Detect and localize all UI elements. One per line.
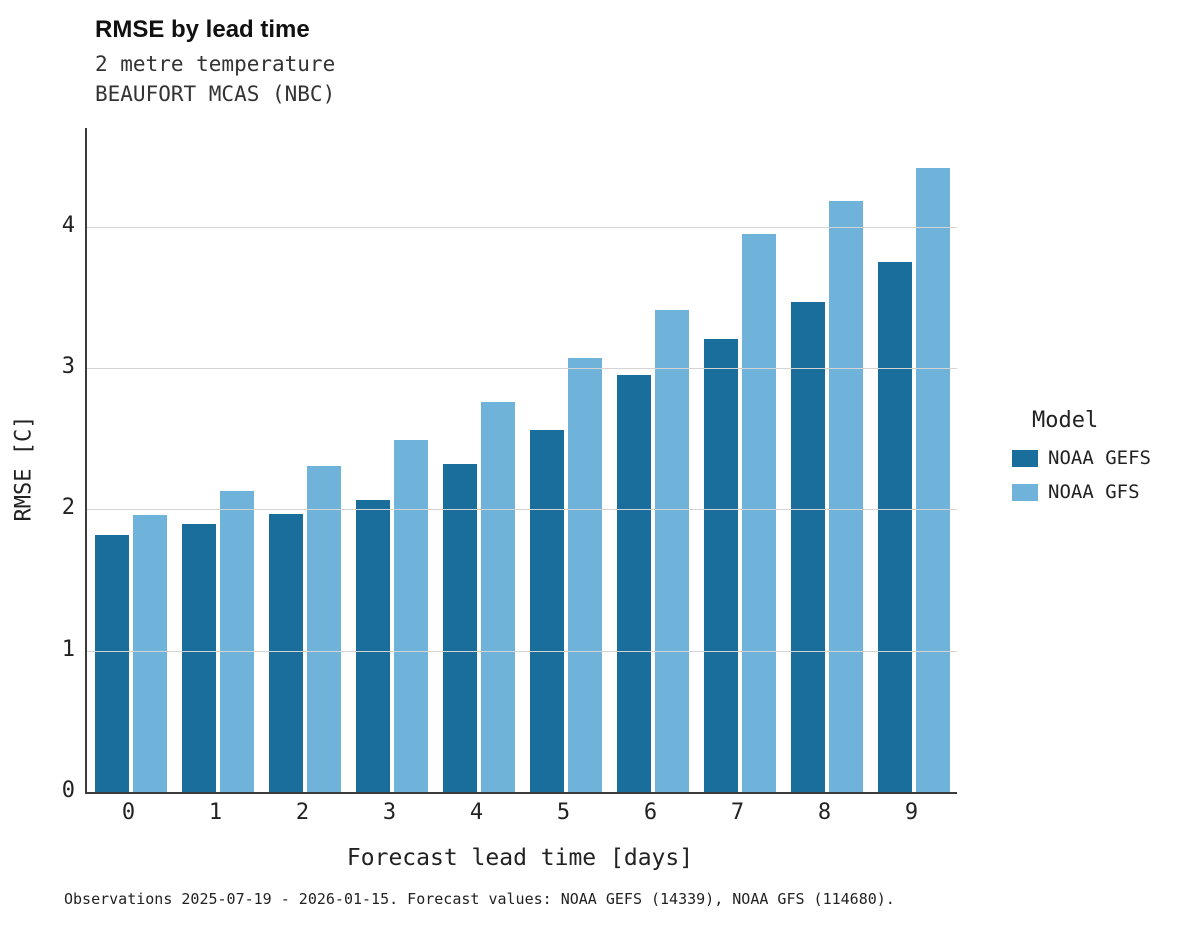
- y-tick-label-4: 4: [61, 212, 75, 238]
- bar-noaa-gefs-day-4: [442, 464, 477, 792]
- bar-noaa-gefs-day-5: [529, 430, 564, 792]
- x-tick-label-6: 6: [643, 800, 658, 825]
- x-tick-label-1: 1: [208, 800, 223, 825]
- bar-group-day-1: [174, 128, 261, 792]
- chart-title: RMSE by lead time: [95, 16, 310, 43]
- legend-item-noaa-gfs: NOAA GFS: [1012, 481, 1151, 503]
- bar-noaa-gfs-day-6: [654, 310, 689, 792]
- gridline-y-1: [87, 650, 957, 652]
- legend-label: NOAA GEFS: [1048, 447, 1151, 469]
- bars-container: [87, 128, 957, 792]
- gridline-y-2: [87, 509, 957, 511]
- y-tick-label-2: 2: [61, 495, 75, 521]
- bar-group-day-3: [348, 128, 435, 792]
- legend-swatch-noaa-gefs: [1012, 449, 1038, 467]
- bar-noaa-gefs-day-8: [790, 301, 825, 792]
- bar-noaa-gefs-day-0: [94, 534, 129, 792]
- legend-swatch-noaa-gfs: [1012, 483, 1038, 501]
- x-tick-label-2: 2: [295, 800, 310, 825]
- bar-group-day-7: [696, 128, 783, 792]
- bar-noaa-gfs-day-1: [219, 491, 254, 792]
- x-axis-label: Forecast lead time [days]: [346, 845, 694, 871]
- x-tick-label-7: 7: [730, 800, 745, 825]
- bar-noaa-gefs-day-6: [616, 375, 651, 792]
- bar-noaa-gfs-day-7: [741, 233, 776, 792]
- chart-subtitle-variable: 2 metre temperature: [95, 52, 336, 76]
- legend-title: Model: [1032, 408, 1099, 433]
- x-tick-row: 0 1 2 3 4 5 6 7 8 9: [85, 800, 955, 825]
- bar-noaa-gefs-day-7: [703, 338, 738, 792]
- bar-noaa-gfs-day-9: [915, 167, 950, 792]
- x-tick-label-0: 0: [121, 800, 136, 825]
- y-axis-label: RMSE [C]: [11, 415, 37, 522]
- bar-group-day-0: [87, 128, 174, 792]
- bar-group-day-2: [261, 128, 348, 792]
- x-tick-label-3: 3: [382, 800, 397, 825]
- legend-items: NOAA GEFS NOAA GFS: [1012, 447, 1151, 503]
- bar-noaa-gefs-day-3: [355, 499, 390, 792]
- legend-item-noaa-gefs: NOAA GEFS: [1012, 447, 1151, 469]
- legend-label: NOAA GFS: [1048, 481, 1140, 503]
- bar-noaa-gfs-day-0: [132, 515, 167, 792]
- bar-noaa-gefs-day-1: [181, 523, 216, 792]
- x-tick-label-8: 8: [817, 800, 832, 825]
- bar-noaa-gefs-day-2: [268, 513, 303, 792]
- x-tick-label-9: 9: [904, 800, 919, 825]
- y-tick-label-3: 3: [61, 354, 75, 380]
- x-tick-label-4: 4: [469, 800, 484, 825]
- bar-noaa-gfs-day-8: [828, 201, 863, 792]
- x-tick-label-5: 5: [556, 800, 571, 825]
- bar-group-day-4: [435, 128, 522, 792]
- bar-group-day-9: [870, 128, 957, 792]
- bar-noaa-gfs-day-2: [306, 465, 341, 792]
- bar-group-day-8: [783, 128, 870, 792]
- bar-noaa-gfs-day-3: [393, 440, 428, 792]
- bar-noaa-gfs-day-5: [567, 358, 602, 792]
- bar-noaa-gfs-day-4: [480, 402, 515, 792]
- y-tick-label-0: 0: [61, 778, 75, 803]
- bar-noaa-gefs-day-9: [877, 262, 912, 792]
- bar-group-day-5: [522, 128, 609, 792]
- plot-area: 0 1 2 3 4: [62, 128, 957, 803]
- legend: Model NOAA GEFS NOAA GFS: [1012, 408, 1151, 515]
- footnote: Observations 2025-07-19 - 2026-01-15. Fo…: [64, 890, 895, 908]
- chart-subtitle-station: BEAUFORT MCAS (NBC): [95, 82, 336, 106]
- gridline-y-3: [87, 368, 957, 370]
- bar-group-day-6: [609, 128, 696, 792]
- y-tick-label-1: 1: [61, 636, 75, 662]
- gridline-y-4: [87, 226, 957, 228]
